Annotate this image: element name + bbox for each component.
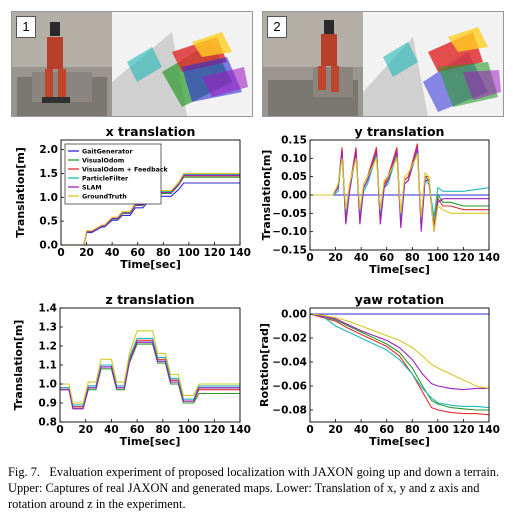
x-tick-label: 140 xyxy=(478,424,500,436)
x-tick-label: 140 xyxy=(229,424,251,436)
y-tick-label: −0.06 xyxy=(272,381,307,393)
capture-1-badge: 1 xyxy=(16,16,36,38)
y-tick-label: 1.5 xyxy=(39,168,58,180)
y-tick-label: 0.15 xyxy=(281,135,307,147)
x-tick-label: 0 xyxy=(306,424,313,436)
legend-label: GroundTruth xyxy=(82,194,127,201)
chart-title: z translation xyxy=(105,292,194,307)
x-axis-label: Time[sec] xyxy=(120,258,181,271)
x-tick-label: 40 xyxy=(354,424,369,436)
y-tick-label: 1.0 xyxy=(38,379,57,391)
chart-z-translation: z translation 0 20 40 60 80 100 120 140 0.8 0.9 1.0… xyxy=(0,292,256,452)
y-tick-label: 2.0 xyxy=(39,144,58,156)
legend: GaitGenerator VisualOdom VisualOdom + Feed… xyxy=(65,144,169,204)
y-tick-label: −0.05 xyxy=(272,208,307,220)
figure-caption: Fig. 7. Evaluation experiment of propose… xyxy=(8,464,508,512)
x-tick-label: 120 xyxy=(452,424,474,436)
y-axis-label: Translation[m] xyxy=(14,147,27,238)
x-tick-label: 0 xyxy=(56,424,63,436)
y-tick-label: 0.00 xyxy=(281,190,307,202)
y-tick-label: 0.05 xyxy=(281,171,307,183)
caption-text: Evaluation experiment of proposed locali… xyxy=(8,465,499,511)
x-tick-label: 0 xyxy=(57,247,64,259)
capture-2-badge: 2 xyxy=(267,16,287,38)
y-tick-label: −0.04 xyxy=(272,357,307,369)
series-line-gaitgenerator xyxy=(60,342,240,407)
legend-label: ParticleFilter xyxy=(82,176,129,183)
y-tick-label: 0.0 xyxy=(39,240,58,252)
x-tick-label: 120 xyxy=(452,252,474,264)
series-line-visualodom-feedback xyxy=(310,314,489,415)
y-axis-label: Rotation[rad] xyxy=(258,323,271,407)
y-tick-label: −0.02 xyxy=(272,333,307,345)
legend-label: SLAM xyxy=(82,185,102,192)
x-tick-label: 100 xyxy=(427,424,449,436)
series-line-groundtruth xyxy=(310,155,489,232)
chart-y-translation-svg: y translation 0 20 40 60 80 100 120 140 −0.15 −0.1… xyxy=(256,122,513,292)
plot-frame xyxy=(310,308,489,422)
y-tick-label: 0.9 xyxy=(38,398,57,410)
x-tick-label: 120 xyxy=(203,424,225,436)
chart-yaw-rotation-svg: yaw rotation 0 20 40 60 80 100 120 140 −0.08 −0.06… xyxy=(256,292,513,452)
x-tick-label: 20 xyxy=(79,247,94,259)
series-line-groundtruth xyxy=(310,314,489,388)
y-tick-label: 0.10 xyxy=(281,153,307,165)
x-tick-label: 20 xyxy=(328,424,343,436)
series-line-visualodom xyxy=(60,344,240,409)
y-tick-label: −0.08 xyxy=(272,405,307,417)
capture-2: 2 xyxy=(262,11,504,117)
x-tick-label: 40 xyxy=(105,247,120,259)
legend-label: VisualOdom xyxy=(82,158,125,165)
y-tick-label: 1.3 xyxy=(38,322,57,334)
caption-label: Fig. 7. xyxy=(8,465,40,479)
y-axis-label: Translation[m] xyxy=(12,320,25,411)
capture-1: 1 xyxy=(11,11,253,117)
y-axis-label: Translation[m] xyxy=(260,150,273,241)
plot-frame xyxy=(60,308,240,422)
chart-z-translation-svg: z translation 0 20 40 60 80 100 120 140 0.8 0.9 1.0… xyxy=(0,292,256,452)
chart-title: yaw rotation xyxy=(355,292,444,307)
x-tick-label: 40 xyxy=(104,424,119,436)
chart-yaw-rotation: yaw rotation 0 20 40 60 80 100 120 140 −0.08 −0.06… xyxy=(256,292,513,452)
x-tick-label: 20 xyxy=(78,424,93,436)
y-tick-label: 0.00 xyxy=(281,309,307,321)
y-tick-label: 0.8 xyxy=(38,417,57,429)
x-tick-label: 40 xyxy=(354,252,369,264)
y-tick-label: 1.1 xyxy=(38,360,57,372)
legend-label: VisualOdom + Feedback xyxy=(82,167,169,174)
capture-1-image xyxy=(12,12,252,116)
x-tick-label: 100 xyxy=(427,252,449,264)
x-axis-label: Time[sec] xyxy=(120,435,181,448)
series-line-visualodom xyxy=(310,314,489,410)
y-tick-label: 1.4 xyxy=(38,303,57,315)
x-axis-label: Time[sec] xyxy=(369,263,430,276)
y-tick-label: −0.15 xyxy=(272,245,307,257)
y-tick-label: −0.10 xyxy=(272,226,307,238)
chart-title: y translation xyxy=(355,124,445,139)
x-tick-label: 20 xyxy=(328,252,343,264)
y-tick-label: 1.0 xyxy=(39,192,58,204)
x-axis-label: Time[sec] xyxy=(369,435,430,448)
x-tick-label: 100 xyxy=(178,424,200,436)
series-line-slam xyxy=(60,342,240,409)
x-tick-label: 100 xyxy=(178,247,200,259)
chart-x-translation: x translation 0 20 40 60 80 100 120 140 0.0 0.5 1.0… xyxy=(0,122,256,292)
series-line-visualodom-feedback xyxy=(60,340,240,407)
chart-title: x translation xyxy=(106,124,196,139)
chart-y-translation: y translation 0 20 40 60 80 100 120 140 −0.15 −0.1… xyxy=(256,122,513,292)
y-tick-label: 0.5 xyxy=(39,216,58,228)
y-tick-label: 1.2 xyxy=(38,341,57,353)
legend-label: GaitGenerator xyxy=(82,149,133,156)
x-tick-label: 140 xyxy=(478,252,500,264)
x-tick-label: 120 xyxy=(203,247,225,259)
series-line-particlefilter xyxy=(310,314,489,408)
x-tick-label: 0 xyxy=(306,252,313,264)
capture-2-image xyxy=(263,12,503,116)
x-tick-label: 140 xyxy=(229,247,251,259)
chart-x-translation-svg: x translation0 20 40 60 80 100 120 1400.00.51.0… xyxy=(0,122,256,292)
